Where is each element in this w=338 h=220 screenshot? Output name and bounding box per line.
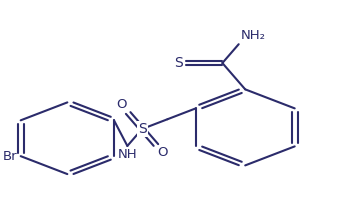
Text: S: S [138, 122, 146, 136]
Text: O: O [158, 146, 168, 159]
Text: NH: NH [118, 148, 137, 161]
Text: S: S [174, 56, 183, 70]
Text: Br: Br [3, 150, 18, 163]
Text: NH₂: NH₂ [240, 29, 265, 42]
Text: O: O [116, 98, 126, 111]
